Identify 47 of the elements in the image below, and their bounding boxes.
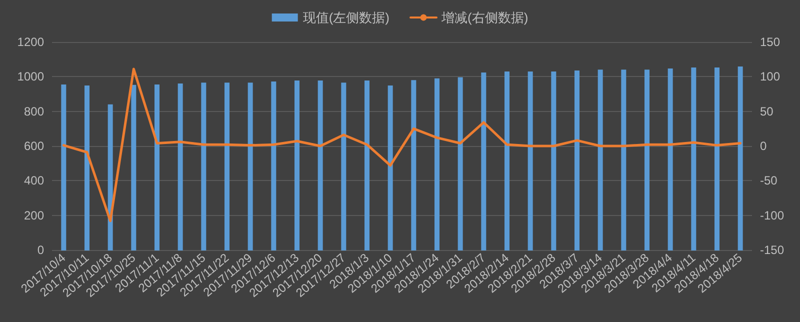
bar [481, 72, 486, 250]
y2-tick-label: 50 [760, 104, 774, 118]
bar [574, 70, 580, 250]
bar [364, 80, 370, 250]
bar [248, 82, 253, 250]
y2-tick-label: -150 [760, 243, 784, 257]
y-tick-label: 0 [37, 243, 44, 257]
bar [61, 84, 66, 250]
bar [411, 80, 416, 250]
bar [178, 83, 183, 250]
bar [504, 71, 510, 250]
bar [224, 82, 230, 250]
y2-tick-label: -50 [760, 174, 778, 188]
bar [598, 70, 603, 250]
legend-label: 增减(右侧数据) [440, 10, 528, 25]
y-tick-label: 600 [24, 139, 44, 153]
bar [551, 71, 556, 250]
y-tick-label: 800 [24, 104, 44, 118]
legend-label: 现值(左侧数据) [302, 10, 390, 25]
bar [621, 70, 626, 250]
bar [458, 77, 463, 250]
bar [154, 84, 160, 250]
y2-tick-label: -100 [760, 208, 784, 222]
y-tick-label: 200 [24, 208, 44, 222]
y-tick-label: 1000 [17, 70, 44, 84]
bar [341, 82, 346, 250]
bar [388, 86, 393, 250]
bar [434, 78, 440, 250]
bar [668, 68, 673, 250]
bar [691, 68, 696, 250]
bar [201, 82, 206, 250]
y2-tick-label: 100 [760, 70, 780, 84]
bar [294, 80, 300, 250]
bar [108, 104, 113, 250]
bar [271, 82, 276, 250]
bar [84, 86, 90, 250]
y2-tick-label: 150 [760, 35, 780, 49]
y-tick-label: 1200 [17, 35, 44, 49]
y-tick-label: 400 [24, 174, 44, 188]
bar [714, 68, 720, 250]
y2-tick-label: 0 [760, 139, 767, 153]
bar [131, 84, 136, 250]
line-series [62, 68, 742, 222]
bar [318, 80, 323, 250]
bar [738, 66, 743, 250]
bar [528, 71, 533, 250]
bar [644, 70, 650, 250]
